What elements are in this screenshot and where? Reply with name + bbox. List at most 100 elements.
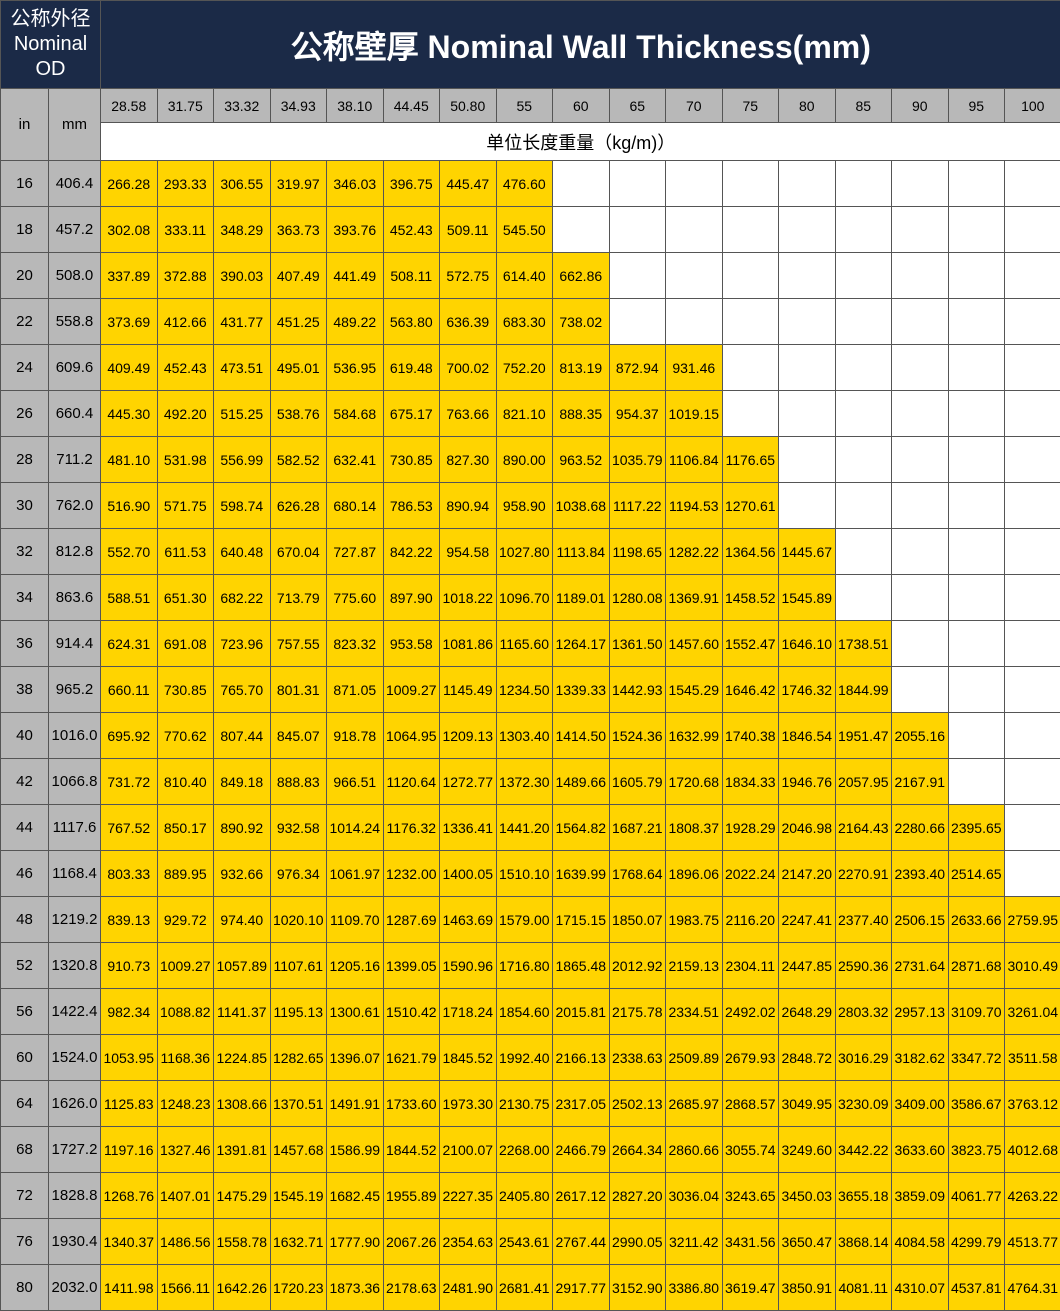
- cell-9-5: 897.90: [383, 575, 440, 621]
- cell-10-1: 691.08: [157, 621, 214, 667]
- cell-0-1: 293.33: [157, 161, 214, 207]
- cell-14-15: 2395.65: [948, 805, 1005, 851]
- cell-16-3: 1020.10: [270, 897, 327, 943]
- cell-24-3: 1720.23: [270, 1265, 327, 1311]
- cell-18-15: 3109.70: [948, 989, 1005, 1035]
- cell-16-13: 2377.40: [835, 897, 892, 943]
- cell-10-3: 757.55: [270, 621, 327, 667]
- cell-21-13: 3442.22: [835, 1127, 892, 1173]
- cell-5-4: 584.68: [327, 391, 384, 437]
- cell-15-10: 1896.06: [666, 851, 723, 897]
- cell-1-11: [722, 207, 779, 253]
- cell-7-7: 958.90: [496, 483, 553, 529]
- cell-5-9: 954.37: [609, 391, 666, 437]
- cell-14-13: 2164.43: [835, 805, 892, 851]
- cell-12-3: 845.07: [270, 713, 327, 759]
- cell-8-6: 954.58: [440, 529, 497, 575]
- cell-15-1: 889.95: [157, 851, 214, 897]
- cell-22-7: 2405.80: [496, 1173, 553, 1219]
- cell-22-16: 4263.22: [1005, 1173, 1060, 1219]
- cell-5-0: 445.30: [101, 391, 158, 437]
- cell-23-3: 1632.71: [270, 1219, 327, 1265]
- thickness-header-11: 75: [722, 89, 779, 123]
- cell-22-15: 4061.77: [948, 1173, 1005, 1219]
- od-label-en1: Nominal: [14, 33, 87, 55]
- cell-3-12: [779, 299, 836, 345]
- cell-14-0: 767.52: [101, 805, 158, 851]
- cell-5-8: 888.35: [553, 391, 610, 437]
- cell-3-16: [1005, 299, 1060, 345]
- cell-9-1: 651.30: [157, 575, 214, 621]
- cell-7-13: [835, 483, 892, 529]
- cell-13-7: 1372.30: [496, 759, 553, 805]
- thickness-header-5: 44.45: [383, 89, 440, 123]
- cell-13-2: 849.18: [214, 759, 271, 805]
- cell-8-7: 1027.80: [496, 529, 553, 575]
- cell-24-16: 4764.31: [1005, 1265, 1060, 1311]
- row-in-6: 28: [1, 437, 49, 483]
- row-in-15: 46: [1, 851, 49, 897]
- cell-23-15: 4299.79: [948, 1219, 1005, 1265]
- cell-14-2: 890.92: [214, 805, 271, 851]
- cell-8-5: 842.22: [383, 529, 440, 575]
- cell-1-9: [609, 207, 666, 253]
- cell-3-0: 373.69: [101, 299, 158, 345]
- cell-7-9: 1117.22: [609, 483, 666, 529]
- row-in-7: 30: [1, 483, 49, 529]
- cell-22-5: 1955.89: [383, 1173, 440, 1219]
- cell-15-13: 2270.91: [835, 851, 892, 897]
- thickness-header-8: 60: [553, 89, 610, 123]
- cell-8-8: 1113.84: [553, 529, 610, 575]
- cell-8-1: 611.53: [157, 529, 214, 575]
- cell-3-8: 738.02: [553, 299, 610, 345]
- cell-9-6: 1018.22: [440, 575, 497, 621]
- cell-23-12: 3650.47: [779, 1219, 836, 1265]
- cell-19-5: 1621.79: [383, 1035, 440, 1081]
- cell-0-5: 396.75: [383, 161, 440, 207]
- thickness-header-3: 34.93: [270, 89, 327, 123]
- cell-20-16: 3763.12: [1005, 1081, 1060, 1127]
- cell-3-2: 431.77: [214, 299, 271, 345]
- cell-17-13: 2590.36: [835, 943, 892, 989]
- cell-3-7: 683.30: [496, 299, 553, 345]
- cell-15-12: 2147.20: [779, 851, 836, 897]
- cell-22-12: 3450.03: [779, 1173, 836, 1219]
- cell-8-3: 670.04: [270, 529, 327, 575]
- cell-0-3: 319.97: [270, 161, 327, 207]
- cell-9-7: 1096.70: [496, 575, 553, 621]
- cell-14-12: 2046.98: [779, 805, 836, 851]
- cell-17-0: 910.73: [101, 943, 158, 989]
- row-in-9: 34: [1, 575, 49, 621]
- row-mm-3: 558.8: [49, 299, 101, 345]
- row-mm-12: 1016.0: [49, 713, 101, 759]
- cell-19-1: 1168.36: [157, 1035, 214, 1081]
- cell-22-1: 1407.01: [157, 1173, 214, 1219]
- cell-7-6: 890.94: [440, 483, 497, 529]
- cell-13-11: 1834.33: [722, 759, 779, 805]
- cell-21-16: 4012.68: [1005, 1127, 1060, 1173]
- cell-19-4: 1396.07: [327, 1035, 384, 1081]
- cell-18-11: 2492.02: [722, 989, 779, 1035]
- cell-2-10: [666, 253, 723, 299]
- cell-0-7: 476.60: [496, 161, 553, 207]
- cell-2-16: [1005, 253, 1060, 299]
- cell-3-6: 636.39: [440, 299, 497, 345]
- cell-19-8: 2166.13: [553, 1035, 610, 1081]
- row-in-21: 68: [1, 1127, 49, 1173]
- cell-21-7: 2268.00: [496, 1127, 553, 1173]
- cell-7-2: 598.74: [214, 483, 271, 529]
- cell-16-5: 1287.69: [383, 897, 440, 943]
- cell-16-7: 1579.00: [496, 897, 553, 943]
- thickness-header-15: 95: [948, 89, 1005, 123]
- cell-21-2: 1391.81: [214, 1127, 271, 1173]
- row-mm-22: 1828.8: [49, 1173, 101, 1219]
- cell-7-5: 786.53: [383, 483, 440, 529]
- cell-24-13: 4081.11: [835, 1265, 892, 1311]
- cell-16-14: 2506.15: [892, 897, 949, 943]
- cell-18-9: 2175.78: [609, 989, 666, 1035]
- cell-7-11: 1270.61: [722, 483, 779, 529]
- cell-8-16: [1005, 529, 1060, 575]
- cell-10-12: 1646.10: [779, 621, 836, 667]
- cell-12-8: 1414.50: [553, 713, 610, 759]
- cell-3-5: 563.80: [383, 299, 440, 345]
